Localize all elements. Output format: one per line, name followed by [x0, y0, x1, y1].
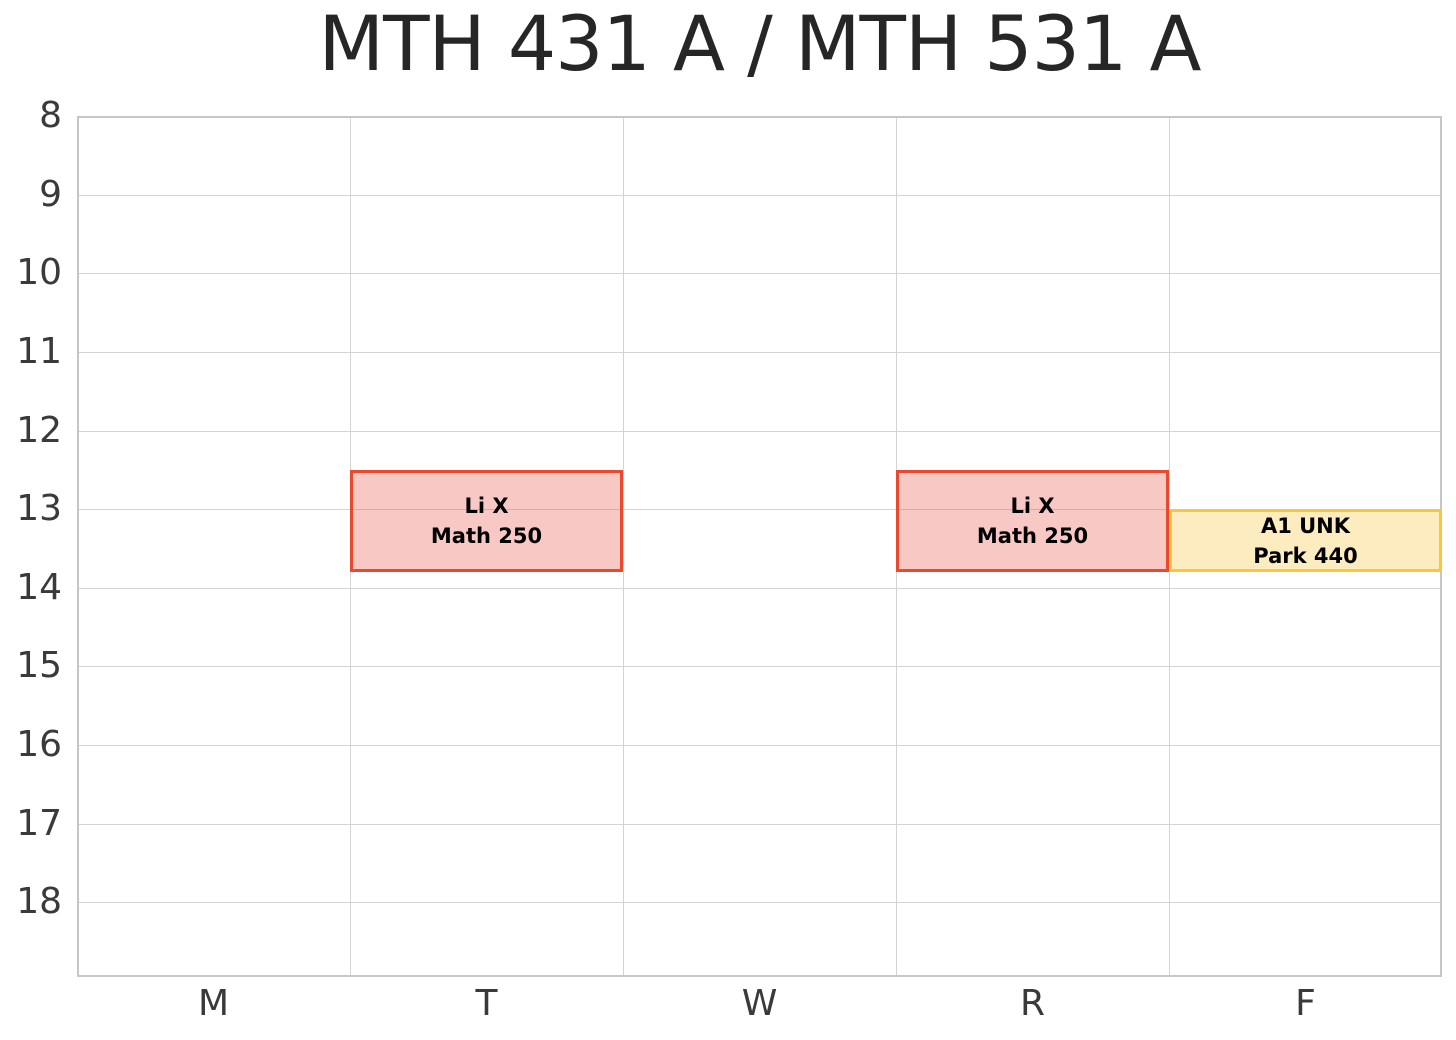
event-label: Li X: [1010, 493, 1055, 518]
h-gridline-hour-10: [79, 273, 1440, 275]
event-label: Li X: [464, 493, 509, 518]
h-gridline-hour-15: [79, 666, 1440, 668]
plot-area: Li X Math 250 Li X Math 250 A1 UNK Park 440: [77, 116, 1442, 977]
x-tick-label-r: R: [1019, 983, 1046, 1024]
event-block-f-2: A1 UNK Park 440: [1169, 509, 1442, 573]
y-tick-label-17: 17: [16, 802, 62, 844]
x-tick-label-f: F: [1295, 983, 1316, 1024]
x-tick-label-t: T: [475, 983, 498, 1024]
y-tick-label-16: 16: [16, 724, 62, 766]
x-tick-label-m: M: [197, 983, 230, 1024]
h-gridline-hour-18: [79, 902, 1440, 904]
chart-title: MTH 431 A / MTH 531 A: [318, 0, 1202, 88]
y-tick-label-10: 10: [16, 252, 62, 294]
event-label: A1 UNK: [1260, 513, 1351, 538]
y-tick-label-12: 12: [16, 409, 62, 451]
y-tick-label-15: 15: [16, 645, 62, 687]
y-tick-label-13: 13: [16, 488, 62, 530]
event-sublabel: Math 250: [430, 523, 543, 548]
y-tick-label-9: 9: [39, 173, 62, 215]
event-block-t-0: Li X Math 250: [350, 469, 623, 573]
h-gridline-hour-14: [79, 587, 1440, 589]
x-tick-label-w: W: [741, 983, 778, 1024]
event-sublabel: Math 250: [976, 523, 1089, 548]
event-sublabel: Park 440: [1253, 543, 1358, 568]
h-gridline-hour-13: [79, 509, 1440, 511]
h-gridline-hour-16: [79, 745, 1440, 747]
v-gridline-T-W: [623, 118, 624, 975]
y-tick-label-18: 18: [16, 881, 62, 923]
y-tick-label-8: 8: [39, 95, 62, 136]
y-axis-ticks: 8 9 10 11 12 13 14 15 16 17 18: [0, 0, 62, 1040]
h-gridline-hour-9: [79, 194, 1440, 196]
h-gridline-hour-12: [79, 430, 1440, 432]
event-block-r-1: Li X Math 250: [896, 469, 1169, 573]
y-tick-label-11: 11: [16, 330, 62, 372]
h-gridline-hour-17: [79, 823, 1440, 825]
h-gridline-hour-11: [79, 351, 1440, 353]
y-tick-label-14: 14: [16, 566, 62, 608]
